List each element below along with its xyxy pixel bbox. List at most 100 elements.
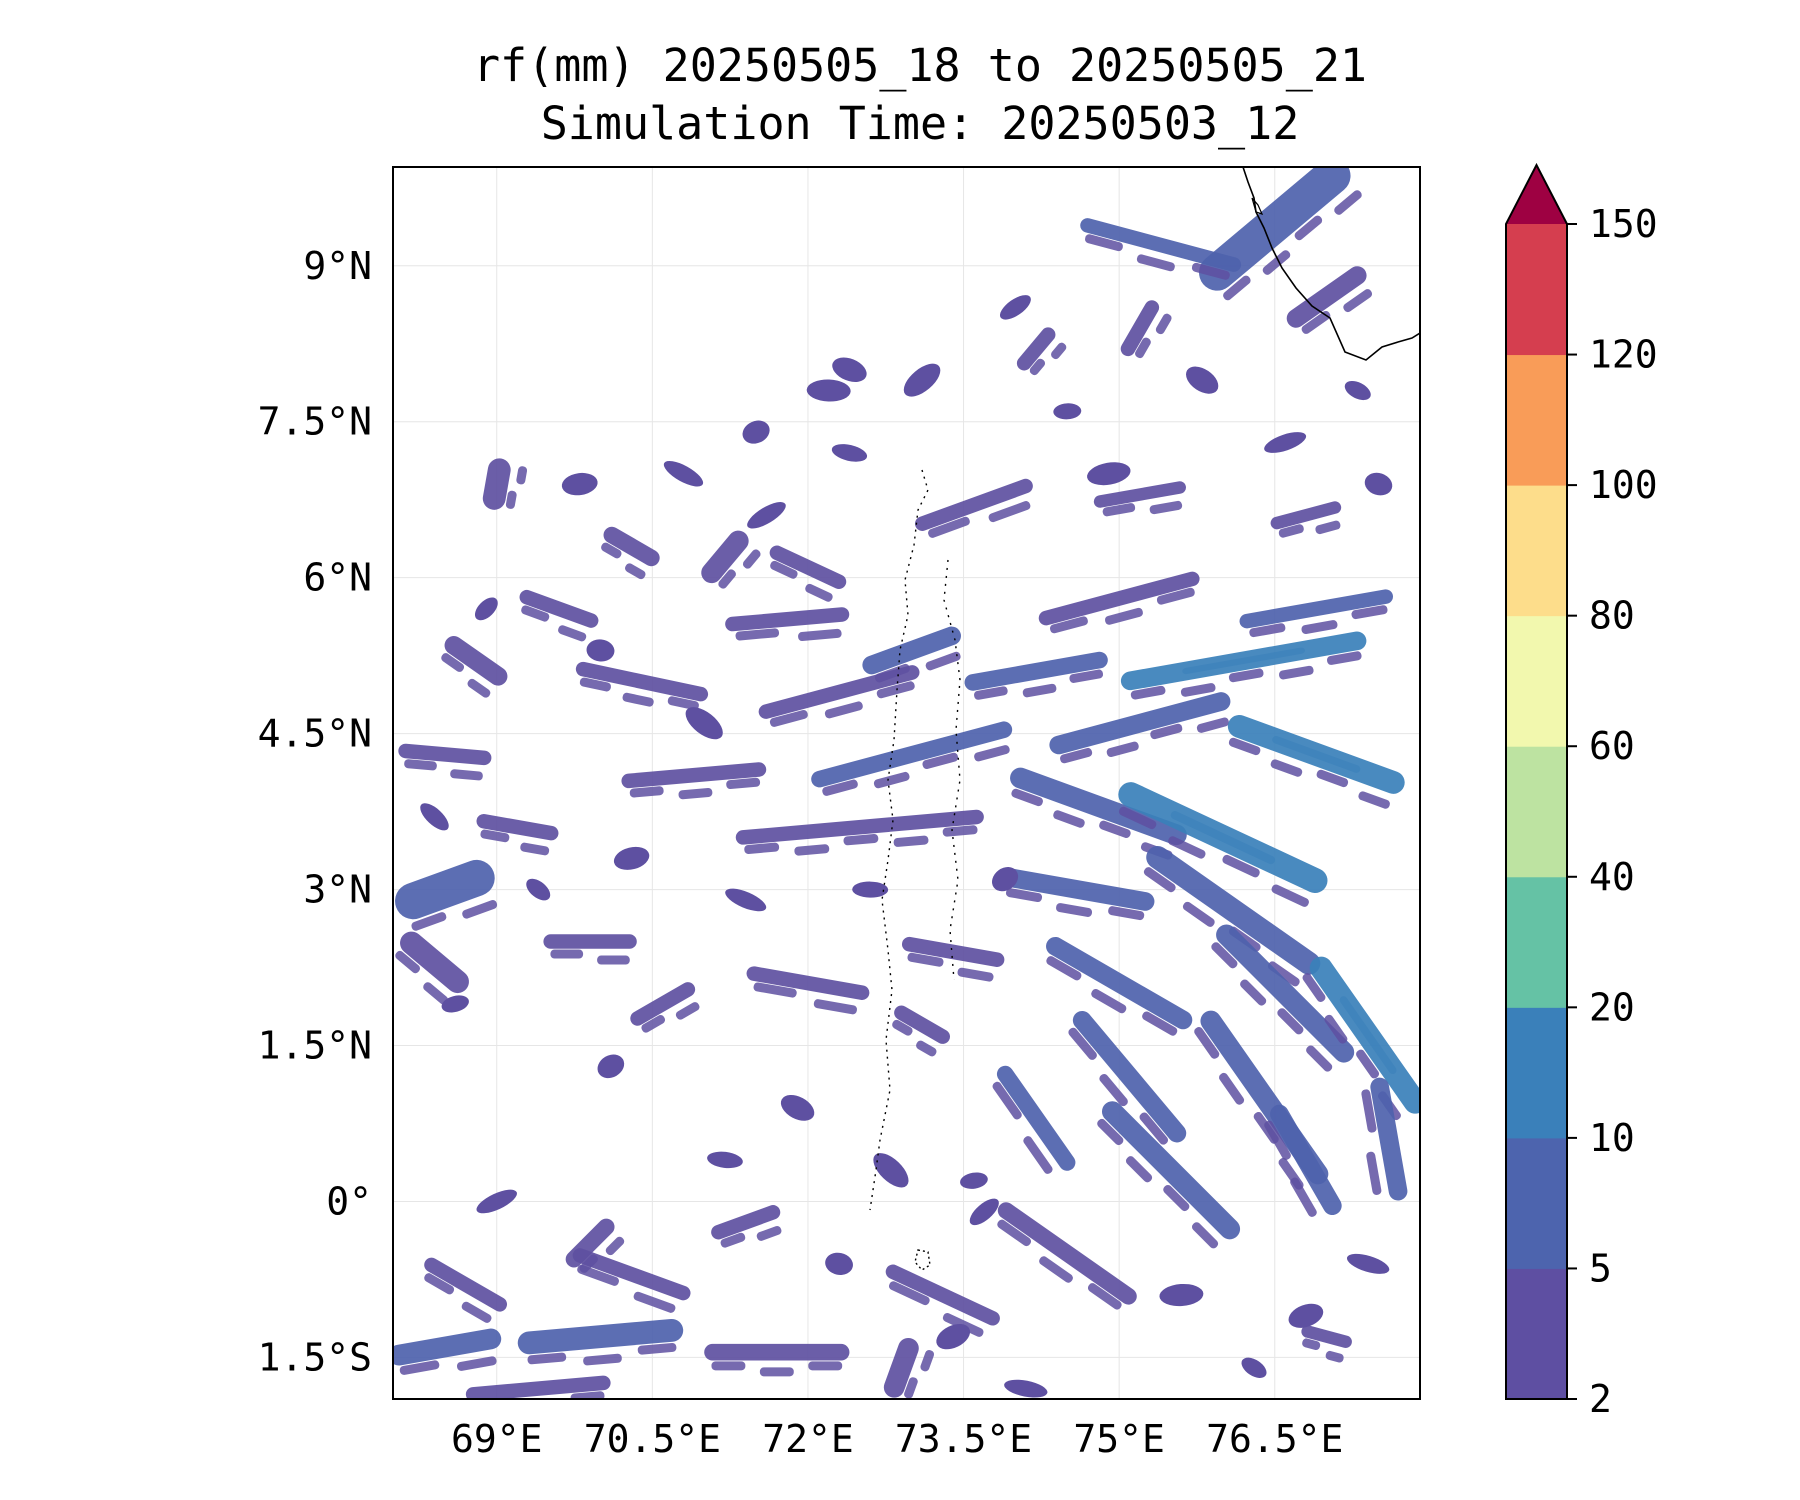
rain-band-shape <box>1270 1104 1342 1216</box>
rain-streak <box>462 900 498 919</box>
rain-streak <box>558 625 587 642</box>
lat-tick-label: 6°N <box>303 556 372 600</box>
rain-streak <box>756 1225 782 1241</box>
rain-streak <box>1149 500 1183 515</box>
rain-streak <box>1182 901 1215 927</box>
rain-band-shape <box>883 1337 919 1398</box>
rain-streak <box>1267 961 1300 987</box>
rain-band-shape <box>894 1005 950 1044</box>
rain-streak <box>441 653 465 672</box>
rain-streak <box>957 967 994 982</box>
figure-title: rf(mm) 20250505_18 to 20250505_21 <box>472 39 1368 92</box>
rain-streak <box>450 769 483 781</box>
rain-band <box>997 1202 1137 1310</box>
rain-streak <box>1023 1136 1053 1174</box>
rain-streak <box>675 1002 700 1020</box>
rain-band-shape <box>996 1065 1076 1171</box>
colorbar-tick-label: 120 <box>1589 333 1658 377</box>
rain-streak <box>625 563 646 580</box>
rain-streak <box>523 1401 558 1413</box>
rain-streak <box>467 678 491 698</box>
rain-band <box>517 1318 684 1366</box>
rain-streak <box>1228 668 1264 683</box>
rain-band-shape <box>519 589 599 628</box>
rain-streak <box>411 912 447 931</box>
rain-streak <box>678 787 713 800</box>
rain-cell <box>780 1095 815 1121</box>
colorbar-tick-label: 5 <box>1589 1246 1612 1290</box>
rain-streak <box>527 1352 567 1365</box>
rain-streak <box>1091 989 1127 1014</box>
rain-streak <box>1351 605 1388 620</box>
rain-streak <box>1191 1222 1219 1249</box>
rain-band-shape <box>572 1248 691 1301</box>
rain-streak <box>1211 942 1238 969</box>
rain-streak <box>1334 190 1362 215</box>
rain-core <box>1339 996 1397 1075</box>
rain-streak <box>597 955 630 965</box>
rain-band <box>704 1343 850 1377</box>
rain-band-shape <box>630 982 696 1026</box>
rain-streak <box>1301 620 1338 635</box>
rain-band-shape <box>543 934 637 949</box>
rain-band-shape <box>1010 767 1187 846</box>
rain-band-shape <box>1370 1077 1408 1201</box>
rain-core <box>1272 735 1361 773</box>
rain-band-shape <box>400 931 469 994</box>
rain-streak <box>622 692 654 707</box>
rain-streak <box>794 844 830 856</box>
colorbar-segment <box>1506 1007 1567 1139</box>
rain-band-shape <box>704 1343 850 1361</box>
rain-band-shape <box>964 651 1108 691</box>
rain-streak <box>1270 759 1303 777</box>
rain-streak <box>399 1360 440 1375</box>
rain-streak <box>1049 616 1088 634</box>
rain-streak <box>1139 1112 1169 1145</box>
rain-band <box>1080 218 1242 280</box>
rain-band <box>811 721 1013 796</box>
rain-cell <box>1004 1379 1048 1398</box>
rain-streak <box>1143 867 1176 893</box>
rain-cell <box>725 888 767 912</box>
rain-streak <box>920 1350 935 1372</box>
rain-streak <box>759 1367 794 1377</box>
rain-band <box>1361 1077 1408 1201</box>
rain-band-shape <box>565 1218 615 1268</box>
rain-band <box>1264 1104 1342 1217</box>
rain-streak <box>1102 503 1136 517</box>
rain-streak <box>1168 836 1206 859</box>
rain-streak <box>1302 1338 1321 1351</box>
rain-band-shape <box>1072 1010 1187 1143</box>
rain-band <box>630 982 700 1033</box>
rain-cell <box>685 707 723 740</box>
rain-streak <box>520 842 550 856</box>
rain-band-shape <box>465 1375 611 1399</box>
rain-band <box>482 458 528 510</box>
rain-streak <box>1191 262 1230 280</box>
rain-band-shape <box>424 1257 508 1312</box>
rain-band <box>1046 936 1193 1036</box>
map-frame <box>392 166 1421 1400</box>
rain-streak <box>942 825 978 837</box>
rain-cell <box>1241 1357 1267 1378</box>
rain-streak <box>742 549 761 569</box>
rainfall-field <box>393 167 1420 1413</box>
rain-band <box>1198 167 1362 301</box>
rain-streak <box>1326 651 1362 665</box>
rain-streak <box>813 999 857 1015</box>
rain-band <box>992 1065 1076 1174</box>
rain-cell <box>832 357 867 382</box>
rain-band <box>1120 631 1367 700</box>
rain-streak <box>424 1273 455 1295</box>
rain-band-shape <box>603 526 660 567</box>
rain-streak <box>1196 717 1229 733</box>
colorbar-segment <box>1506 1137 1567 1269</box>
rain-cell <box>999 295 1031 320</box>
rain-band <box>519 589 599 642</box>
rain-band-shape <box>1046 936 1193 1030</box>
rain-streak <box>744 842 780 854</box>
maldives-atolls-east <box>943 559 961 981</box>
lon-tick-label: 69°E <box>451 1417 543 1461</box>
rain-band <box>398 743 492 781</box>
rain-band-shape <box>1080 218 1242 272</box>
